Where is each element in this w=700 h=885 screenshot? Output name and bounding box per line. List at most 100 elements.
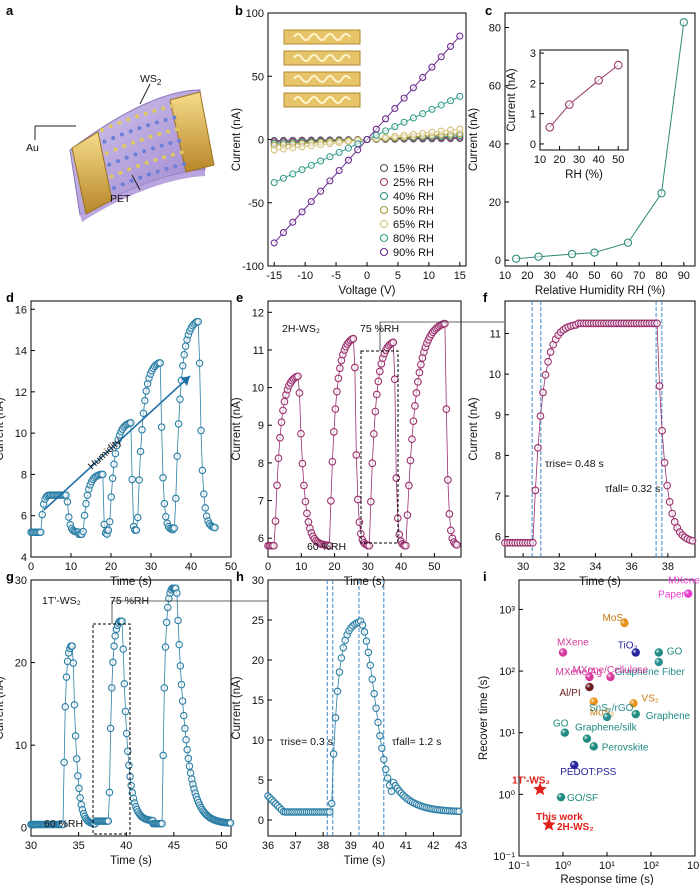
y-tick-label: 9 <box>258 420 264 432</box>
data-point <box>403 511 412 519</box>
data-point <box>276 433 284 442</box>
lattice-atom <box>148 134 153 139</box>
interdigitated-pattern <box>293 33 351 41</box>
data-point <box>590 248 599 257</box>
material-label-2h-ws2: 2H-WS₂ <box>282 323 320 335</box>
panel-label-g: g <box>6 569 14 584</box>
data-point <box>104 526 113 534</box>
data-point <box>62 491 70 499</box>
data-point <box>138 426 146 434</box>
legend-entry: 80% RH <box>393 233 434 245</box>
data-point <box>405 481 413 490</box>
x-tick-label: 60 <box>611 270 623 282</box>
data-point <box>613 60 623 70</box>
data-point <box>380 755 388 764</box>
data-point <box>379 219 389 229</box>
y-tick-label: 8 <box>258 458 264 470</box>
electrode-strip <box>283 92 361 108</box>
data-point <box>70 701 79 709</box>
data-point <box>132 526 141 534</box>
zoom-box <box>92 623 131 835</box>
data-point <box>63 498 72 506</box>
x-axis-label: RH (%) <box>565 169 603 181</box>
data-point <box>111 449 120 458</box>
data-point <box>375 367 384 376</box>
data-point <box>303 509 311 518</box>
data-point <box>372 704 380 712</box>
data-point <box>374 377 383 386</box>
point-label: Graphene Fiber <box>615 667 686 678</box>
data-point <box>455 807 463 816</box>
data-point <box>135 476 143 484</box>
data-point <box>156 359 164 367</box>
data-point <box>658 426 666 435</box>
data-point <box>379 205 389 215</box>
interdigitated-pattern <box>293 75 351 83</box>
data-point <box>567 249 577 259</box>
y-tick-label: 10⁻¹ <box>493 851 515 863</box>
data-point <box>381 765 390 774</box>
data-point <box>273 481 281 490</box>
data-point <box>164 603 172 612</box>
data-point <box>300 481 308 490</box>
data-point <box>328 457 337 466</box>
rh-low-label: 60 %RH <box>307 541 346 553</box>
lattice-atom <box>120 182 125 187</box>
panel-label-e: e <box>236 290 243 305</box>
lattice-atom <box>135 114 139 119</box>
y-tick-label: 5 <box>258 775 264 787</box>
data-point <box>395 530 404 539</box>
y-tick-label: 10² <box>499 666 515 678</box>
data-point <box>594 75 604 85</box>
data-point <box>400 94 408 102</box>
x-axis-label: Response time (s) <box>560 874 653 885</box>
data-point <box>194 317 202 326</box>
x-axis-label: Relative Humidity RH (%) <box>535 285 666 297</box>
plot-frame <box>504 300 696 558</box>
data-point <box>355 518 364 527</box>
y-tick-label: 4 <box>21 552 27 564</box>
data-point <box>142 387 150 395</box>
y-tick-label: 10 <box>489 369 501 381</box>
data-point <box>400 118 408 126</box>
data-point <box>162 512 170 521</box>
data-point <box>368 459 377 468</box>
y-tick-label: 0 <box>530 139 536 151</box>
x-tick-label: 45 <box>168 840 180 852</box>
data-point <box>335 668 344 676</box>
zoom-connector <box>379 321 504 351</box>
legend-entry: 25% RH <box>393 177 434 189</box>
data-point <box>379 163 389 173</box>
data-point <box>369 430 378 438</box>
data-point <box>82 499 90 508</box>
x-tick-label: 20 <box>521 270 533 282</box>
ws2-lattice <box>100 104 186 190</box>
y-tick-label: 9 <box>495 410 501 422</box>
y-tick-label: 7 <box>495 491 501 503</box>
data-point <box>365 541 374 550</box>
x-axis-label: Time (s) <box>579 576 621 588</box>
benchmark-point: GO <box>654 647 683 658</box>
point-label: MXene <box>668 576 700 587</box>
tau-fall-label: τfall= 1.2 s <box>392 736 441 748</box>
panel-label-f: f <box>483 290 488 305</box>
plot-frame <box>30 579 232 837</box>
panel-label-a: a <box>6 3 14 18</box>
data-point <box>544 357 552 366</box>
data-point <box>280 397 289 406</box>
y-tick-label: 7 <box>258 496 264 508</box>
y-tick-label: 6 <box>495 532 501 544</box>
x-axis-label: Time (s) <box>110 576 152 588</box>
this-work-star <box>542 817 556 831</box>
y-tick-label: 0 <box>258 815 264 827</box>
data-point <box>110 642 118 650</box>
interdigitated-pattern <box>293 54 351 62</box>
data-point <box>378 744 386 752</box>
y-tick-label: 10 <box>15 740 27 752</box>
data-point <box>366 497 375 506</box>
data-point <box>402 541 410 550</box>
data-point <box>344 138 352 146</box>
data-point <box>128 475 136 484</box>
benchmark-point: MXene/Cellulose <box>572 665 649 682</box>
